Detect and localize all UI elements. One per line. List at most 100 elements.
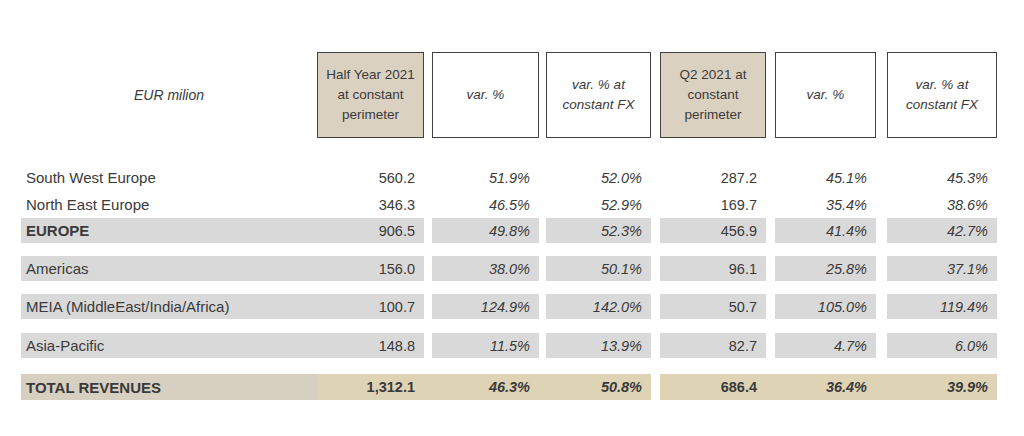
- column-gap: [424, 218, 432, 243]
- value-var-pct-2: 105.0%: [775, 294, 876, 319]
- column-gap: [876, 294, 887, 319]
- row-label: South West Europe: [21, 164, 317, 191]
- value-var-pct-2: 35.4%: [775, 191, 876, 218]
- value-var-pct-fx-2: 38.6%: [887, 191, 997, 218]
- column-gap: [651, 52, 660, 138]
- value-half-year: 148.8: [317, 333, 424, 358]
- value-var-pct-1: 11.5%: [432, 333, 539, 358]
- value-var-pct-fx-2: 6.0%: [887, 333, 997, 358]
- table-header-row: EUR milion Half Year 2021 at constant pe…: [21, 52, 1024, 138]
- column-gap: [651, 333, 660, 358]
- value-half-year: 156.0: [317, 256, 424, 281]
- value-var-pct-2: 45.1%: [775, 164, 876, 191]
- column-header-q2: Q2 2021 at constant perimeter: [660, 52, 766, 138]
- table-row-meia: MEIA (MiddleEast/India/Africa) 100.7 124…: [21, 294, 1024, 319]
- column-gap: [876, 52, 887, 138]
- value-var-pct-1: 46.5%: [432, 191, 539, 218]
- column-header-var-pct-fx-1: var. % at constant FX: [546, 52, 651, 138]
- column-gap: [539, 52, 546, 138]
- value-var-pct-fx-1: 142.0%: [546, 294, 651, 319]
- value-q2: 96.1: [660, 256, 766, 281]
- value-q2: 456.9: [660, 218, 766, 243]
- value-var-pct-2: 36.4%: [775, 374, 876, 400]
- value-var-pct-2: 4.7%: [775, 333, 876, 358]
- row-label: EUROPE: [21, 218, 317, 243]
- column-gap: [539, 218, 546, 243]
- column-gap: [876, 374, 887, 400]
- table-row-north-east-europe: North East Europe 346.3 46.5% 52.9% 169.…: [21, 191, 1024, 218]
- value-q2: 169.7: [660, 191, 766, 218]
- column-header-var-pct-1: var. %: [432, 52, 539, 138]
- value-var-pct-1: 46.3%: [432, 374, 539, 400]
- value-var-pct-1: 49.8%: [432, 218, 539, 243]
- column-gap: [766, 294, 775, 319]
- column-gap: [539, 191, 546, 218]
- value-var-pct-fx-2: 39.9%: [887, 374, 997, 400]
- value-var-pct-fx-2: 42.7%: [887, 218, 997, 243]
- column-gap: [424, 256, 432, 281]
- unit-label: EUR milion: [21, 52, 317, 138]
- value-q2: 686.4: [660, 374, 766, 400]
- column-gap: [424, 294, 432, 319]
- value-q2: 287.2: [660, 164, 766, 191]
- value-var-pct-2: 25.8%: [775, 256, 876, 281]
- column-gap: [539, 164, 546, 191]
- column-gap: [766, 218, 775, 243]
- column-gap: [876, 191, 887, 218]
- value-var-pct-2: 41.4%: [775, 218, 876, 243]
- table-row-americas: Americas 156.0 38.0% 50.1% 96.1 25.8% 37…: [21, 256, 1024, 281]
- revenue-table-sheet: EUR milion Half Year 2021 at constant pe…: [0, 0, 1024, 436]
- value-half-year: 346.3: [317, 191, 424, 218]
- value-var-pct-fx-1: 50.8%: [546, 374, 651, 400]
- column-gap: [424, 52, 432, 138]
- column-gap: [651, 164, 660, 191]
- column-gap: [424, 164, 432, 191]
- value-var-pct-fx-2: 119.4%: [887, 294, 997, 319]
- column-gap: [766, 52, 775, 138]
- column-gap: [651, 191, 660, 218]
- value-q2: 82.7: [660, 333, 766, 358]
- value-var-pct-fx-1: 52.0%: [546, 164, 651, 191]
- column-gap: [539, 294, 546, 319]
- column-gap: [539, 374, 546, 400]
- value-var-pct-1: 38.0%: [432, 256, 539, 281]
- value-half-year: 906.5: [317, 218, 424, 243]
- table-row-south-west-europe: South West Europe 560.2 51.9% 52.0% 287.…: [21, 164, 1024, 191]
- column-gap: [766, 333, 775, 358]
- value-var-pct-fx-1: 52.9%: [546, 191, 651, 218]
- column-gap: [539, 256, 546, 281]
- column-gap: [876, 333, 887, 358]
- value-var-pct-fx-1: 52.3%: [546, 218, 651, 243]
- table-row-asia-pacific: Asia-Pacific 148.8 11.5% 13.9% 82.7 4.7%…: [21, 333, 1024, 358]
- column-header-var-pct-2: var. %: [775, 52, 876, 138]
- value-half-year: 1,312.1: [317, 374, 424, 400]
- value-var-pct-fx-1: 13.9%: [546, 333, 651, 358]
- row-label: Asia-Pacific: [21, 333, 317, 358]
- column-gap: [651, 218, 660, 243]
- column-gap: [424, 374, 432, 400]
- column-gap: [539, 333, 546, 358]
- value-var-pct-fx-2: 45.3%: [887, 164, 997, 191]
- column-gap: [876, 218, 887, 243]
- value-var-pct-fx-1: 50.1%: [546, 256, 651, 281]
- column-header-var-pct-fx-2: var. % at constant FX: [887, 52, 997, 138]
- column-gap: [424, 191, 432, 218]
- column-gap: [876, 256, 887, 281]
- row-label: North East Europe: [21, 191, 317, 218]
- value-var-pct-1: 124.9%: [432, 294, 539, 319]
- value-half-year: 100.7: [317, 294, 424, 319]
- value-q2: 50.7: [660, 294, 766, 319]
- value-var-pct-1: 51.9%: [432, 164, 539, 191]
- column-gap: [766, 256, 775, 281]
- row-label: MEIA (MiddleEast/India/Africa): [21, 294, 317, 319]
- table-row-europe-subtotal: EUROPE 906.5 49.8% 52.3% 456.9 41.4% 42.…: [21, 218, 1024, 243]
- column-header-half-year: Half Year 2021 at constant perimeter: [317, 52, 424, 138]
- column-gap: [651, 374, 660, 400]
- column-gap: [424, 333, 432, 358]
- value-half-year: 560.2: [317, 164, 424, 191]
- column-gap: [766, 164, 775, 191]
- column-gap: [876, 164, 887, 191]
- column-gap: [766, 191, 775, 218]
- row-label: Americas: [21, 256, 317, 281]
- table-row-total-revenues: TOTAL REVENUES 1,312.1 46.3% 50.8% 686.4…: [21, 374, 1024, 400]
